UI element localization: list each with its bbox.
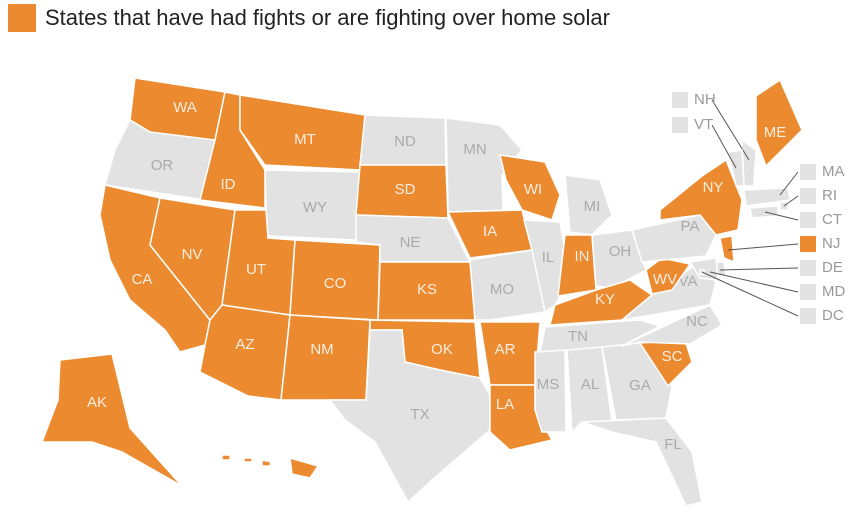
- state-label: NV: [182, 246, 203, 263]
- state-label: VA: [679, 273, 698, 290]
- small-state-swatch: [672, 92, 688, 108]
- state: [581, 417, 703, 507]
- small-state-swatch: [800, 284, 816, 300]
- state-label: UT: [246, 261, 266, 278]
- small-state-swatch: [800, 212, 816, 228]
- state: [469, 249, 546, 321]
- state-label: IA: [483, 223, 497, 240]
- state-label: ME: [764, 124, 787, 141]
- leader-line: [711, 99, 750, 161]
- state-label: NC: [686, 313, 708, 330]
- state-label: SD: [395, 181, 416, 198]
- state-label: NH: [694, 91, 716, 108]
- state-label: TX: [410, 406, 429, 423]
- state-label: DE: [822, 259, 843, 276]
- leader-line: [709, 271, 799, 293]
- state: [688, 257, 719, 281]
- state: [221, 454, 320, 479]
- state-label: MN: [463, 141, 486, 158]
- state: [631, 214, 717, 263]
- state-label: NM: [310, 341, 333, 358]
- state-label: CT: [822, 211, 842, 228]
- leader-line: [711, 124, 737, 169]
- state-label: NE: [400, 234, 421, 251]
- state: [534, 349, 567, 433]
- state-label: IL: [542, 249, 555, 266]
- state-label: OK: [431, 341, 453, 358]
- state-label: WI: [524, 181, 542, 198]
- state-label: GA: [629, 377, 651, 394]
- state: [749, 205, 779, 219]
- state-label: KS: [417, 281, 437, 298]
- state-label: CA: [132, 271, 153, 288]
- state-label: AL: [581, 376, 599, 393]
- state-label: RI: [822, 187, 837, 204]
- small-state-swatch: [672, 117, 688, 133]
- small-state-swatch: [800, 308, 816, 324]
- state-label: OR: [151, 157, 174, 174]
- state: [621, 304, 724, 347]
- state-label: CO: [324, 275, 347, 292]
- state: [539, 319, 662, 353]
- leader-line: [783, 195, 799, 207]
- state-label: MS: [537, 376, 560, 393]
- state: [40, 353, 183, 487]
- state-label: ND: [394, 133, 416, 150]
- state-label: MT: [294, 131, 316, 148]
- state: [755, 78, 803, 168]
- state-label: MO: [490, 281, 514, 298]
- small-state-swatch: [800, 164, 816, 180]
- state-label: DC: [822, 307, 844, 324]
- state: [659, 158, 743, 236]
- state-label: VT: [694, 116, 713, 133]
- state-label: WY: [303, 199, 327, 216]
- leader-line: [701, 271, 799, 317]
- state-label: MI: [584, 198, 601, 215]
- state: [328, 329, 491, 504]
- state: [743, 187, 791, 207]
- legend-label: States that have had fights or are fight…: [45, 5, 610, 30]
- state-label: ID: [221, 176, 236, 193]
- state-label: AZ: [235, 336, 254, 353]
- leader-line: [719, 267, 799, 271]
- state-label: TN: [568, 328, 588, 345]
- state-label: IN: [575, 248, 590, 265]
- state: [499, 154, 561, 221]
- small-state-swatch: [800, 260, 816, 276]
- state-label: AR: [495, 341, 516, 358]
- state: [239, 94, 366, 171]
- state-label: KY: [595, 291, 615, 308]
- state: [591, 229, 647, 289]
- state-label: HI: [269, 453, 284, 470]
- state-label: NY: [703, 179, 724, 196]
- state-label: SC: [662, 348, 683, 365]
- state: [557, 234, 597, 297]
- state-label: WA: [173, 99, 197, 116]
- leader-line: [727, 243, 799, 251]
- state-label: FL: [664, 436, 682, 453]
- leader-line: [764, 211, 799, 221]
- state-label: OH: [609, 243, 632, 260]
- state-label: PA: [681, 218, 700, 235]
- leader-line: [779, 171, 799, 196]
- small-state-swatch: [800, 188, 816, 204]
- state-label: NJ: [822, 235, 840, 252]
- state: [719, 235, 735, 264]
- state-label: WV: [653, 271, 677, 288]
- state-label: MD: [822, 283, 845, 300]
- state: [564, 174, 613, 236]
- state-label: LA: [496, 396, 514, 413]
- state: [264, 169, 361, 241]
- legend-swatch: [8, 4, 36, 32]
- small-state-swatch: [800, 236, 816, 252]
- state-label: AK: [87, 394, 107, 411]
- state-label: MA: [822, 163, 845, 180]
